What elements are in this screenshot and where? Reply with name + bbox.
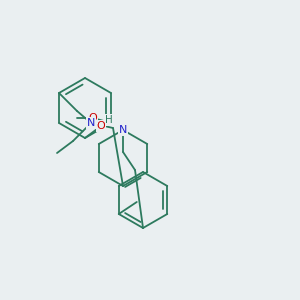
Text: N: N: [119, 125, 127, 135]
Text: N: N: [87, 118, 95, 128]
Text: O: O: [88, 113, 98, 123]
Text: H: H: [105, 115, 113, 125]
Text: O: O: [97, 121, 105, 131]
